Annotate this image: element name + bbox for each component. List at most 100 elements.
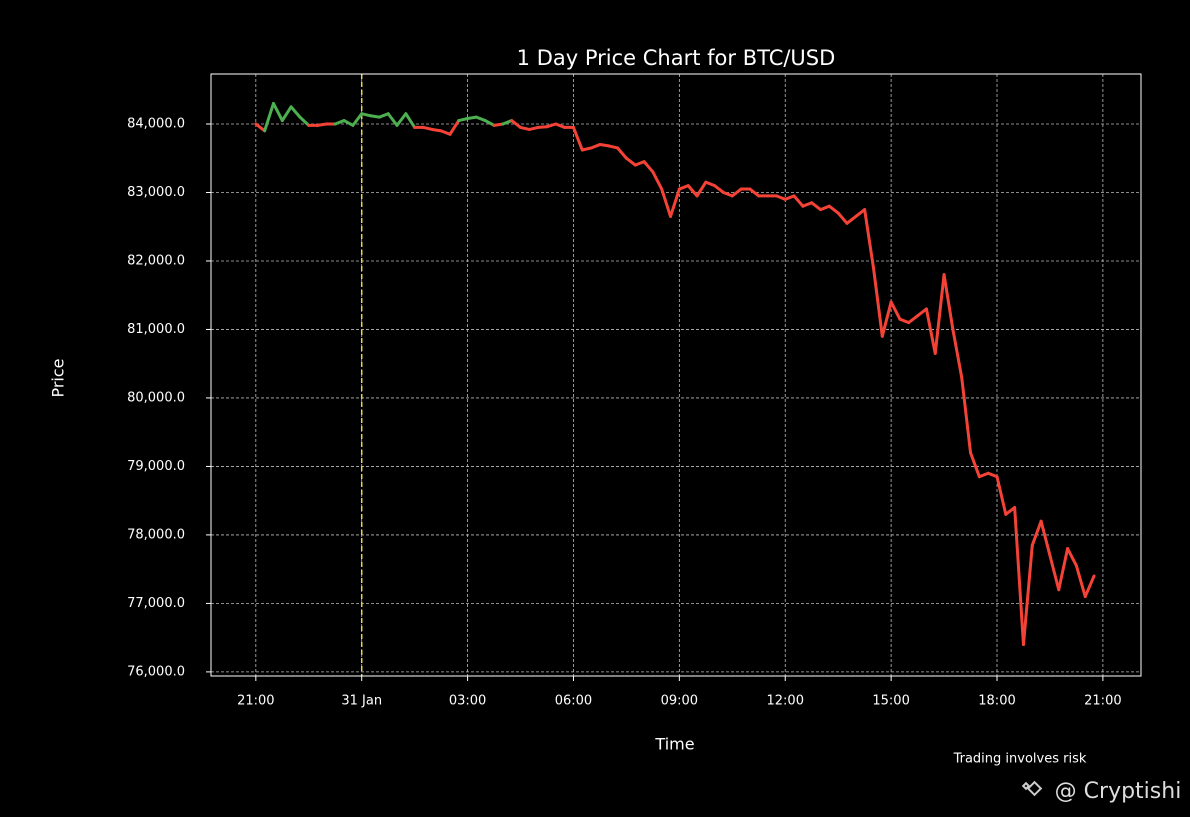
price-segment bbox=[951, 327, 964, 379]
price-segment bbox=[871, 266, 884, 338]
x-tick-label: 03:00 bbox=[449, 694, 486, 709]
chart-title: 1 Day Price Chart for BTC/USD bbox=[517, 46, 836, 70]
price-segment bbox=[386, 112, 399, 127]
price-segment bbox=[907, 314, 920, 325]
y-axis-label: Price bbox=[49, 358, 68, 397]
price-segment bbox=[827, 204, 840, 215]
x-tick-label: 12:00 bbox=[767, 694, 804, 709]
price-segment bbox=[298, 115, 311, 127]
price-segment bbox=[677, 184, 690, 191]
price-segment bbox=[686, 184, 699, 198]
y-tick-label: 78,000.0 bbox=[127, 527, 185, 542]
watermark: @ Cryptishi bbox=[1055, 779, 1182, 804]
x-axis-label: Time bbox=[654, 735, 694, 754]
price-segment bbox=[792, 194, 805, 208]
price-segment bbox=[889, 300, 902, 321]
price-segment bbox=[457, 117, 470, 123]
y-tick-label: 79,000.0 bbox=[127, 459, 185, 474]
price-segment bbox=[642, 160, 655, 174]
price-segment bbox=[801, 201, 814, 208]
risk-note: Trading involves risk bbox=[953, 752, 1087, 767]
price-segment bbox=[660, 187, 673, 218]
price-segment bbox=[748, 187, 761, 198]
price-segment bbox=[633, 160, 646, 167]
price-segment bbox=[977, 471, 990, 479]
price-segment bbox=[289, 105, 302, 119]
price-segment bbox=[960, 375, 973, 455]
price-segment bbox=[845, 214, 858, 225]
price-segment bbox=[448, 119, 461, 136]
price-segment bbox=[571, 125, 584, 152]
price-segment bbox=[810, 201, 823, 212]
y-tick-label: 82,000.0 bbox=[127, 253, 185, 268]
price-segment bbox=[554, 122, 567, 129]
price-segment bbox=[1057, 547, 1070, 592]
price-segment bbox=[916, 307, 928, 318]
price-segment bbox=[377, 112, 390, 119]
price-segment bbox=[280, 105, 293, 123]
price-segment bbox=[580, 146, 593, 152]
price-segment bbox=[624, 156, 637, 167]
y-tick-label: 76,000.0 bbox=[127, 664, 185, 679]
price-segment bbox=[942, 273, 955, 331]
x-tick-label: 21:00 bbox=[237, 694, 274, 709]
price-segment bbox=[721, 190, 734, 198]
y-tick-label: 80,000.0 bbox=[127, 390, 185, 405]
price-segment bbox=[774, 194, 787, 201]
price-segment bbox=[863, 208, 875, 270]
price-segment bbox=[933, 273, 946, 355]
price-segment bbox=[1030, 519, 1043, 547]
price-segment bbox=[439, 129, 452, 136]
x-tick-label: 09:00 bbox=[661, 694, 698, 709]
x-tick-label: 31 Jan bbox=[341, 694, 382, 709]
price-segment bbox=[395, 112, 408, 127]
price-segment bbox=[704, 180, 717, 188]
price-segment bbox=[819, 204, 831, 212]
price-segment bbox=[1083, 574, 1096, 599]
price-segment bbox=[510, 119, 523, 129]
price-segment bbox=[545, 122, 558, 129]
price-segment bbox=[351, 112, 364, 127]
y-tick-label: 83,000.0 bbox=[127, 185, 185, 200]
price-segment bbox=[271, 101, 284, 123]
price-segment bbox=[474, 115, 487, 123]
price-segment bbox=[695, 180, 708, 198]
price-segment bbox=[607, 144, 620, 150]
price-segment bbox=[924, 307, 937, 355]
y-tick-label: 84,000.0 bbox=[127, 116, 185, 131]
price-segment bbox=[969, 451, 981, 479]
price-segment bbox=[1039, 519, 1052, 557]
price-segment bbox=[713, 184, 725, 194]
price-segment bbox=[342, 119, 355, 127]
y-tick-label: 77,000.0 bbox=[127, 596, 185, 611]
price-segment bbox=[360, 112, 373, 118]
price-segment bbox=[651, 170, 664, 191]
price-segment bbox=[519, 125, 531, 131]
price-segment bbox=[1021, 543, 1034, 646]
price-segment bbox=[854, 208, 867, 218]
x-tick-label: 06:00 bbox=[555, 694, 592, 709]
price-segment bbox=[730, 187, 743, 198]
price-segment bbox=[589, 143, 602, 150]
price-segment bbox=[616, 146, 628, 160]
x-tick-label: 21:00 bbox=[1084, 694, 1121, 709]
price-segment bbox=[1048, 553, 1061, 592]
price-segment bbox=[333, 119, 346, 126]
x-tick-label: 18:00 bbox=[978, 694, 1015, 709]
price-segment bbox=[836, 211, 849, 225]
price-segment bbox=[263, 101, 275, 133]
price-segment bbox=[254, 122, 267, 133]
price-segment bbox=[898, 317, 911, 325]
price-segment bbox=[1013, 506, 1025, 646]
price-segment bbox=[669, 187, 681, 218]
price-segment bbox=[527, 125, 540, 131]
price-segment bbox=[483, 119, 496, 127]
price-segment bbox=[421, 125, 434, 131]
price-segment bbox=[1066, 547, 1078, 568]
price-segment bbox=[783, 194, 796, 201]
price-segment bbox=[986, 471, 999, 479]
plot-frame bbox=[210, 73, 1142, 677]
